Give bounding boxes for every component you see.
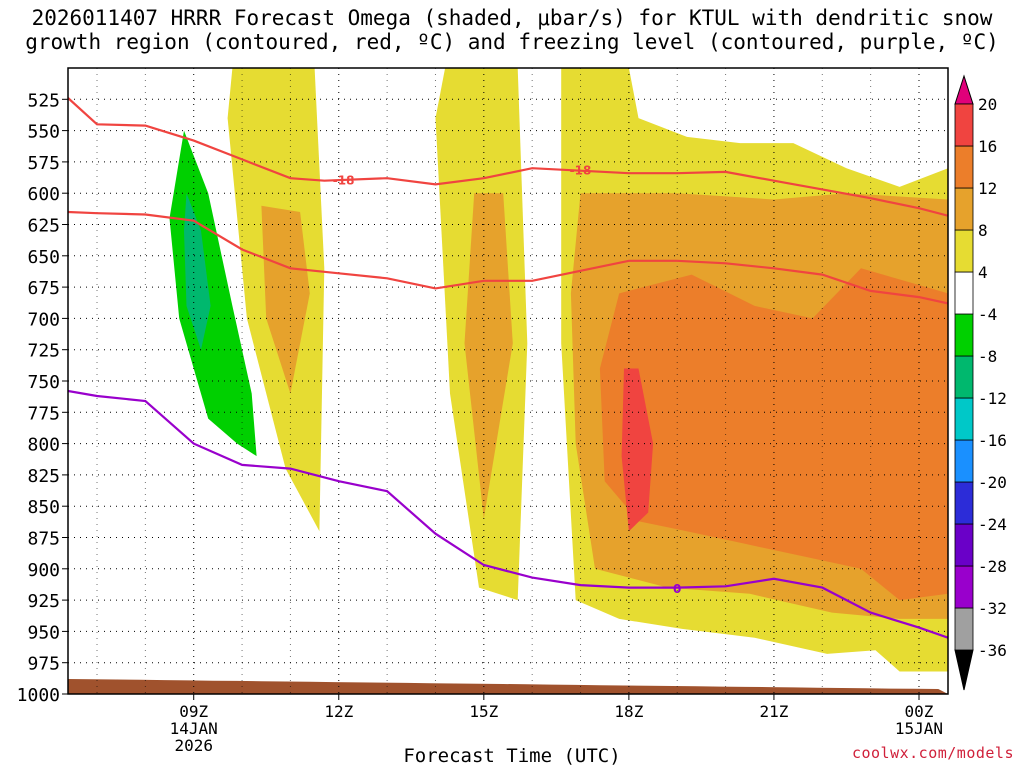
y-tick-label-18: 975 — [27, 654, 60, 675]
y-tick-label-2: 575 — [27, 153, 60, 174]
plot-area: -18 -18 0 — [68, 68, 948, 694]
y-tick-label-4: 625 — [27, 216, 60, 237]
colorbar-over-triangle — [955, 76, 973, 104]
colorbar-label-3: -24 — [978, 515, 1007, 534]
omega-chart: -18 -18 0 525 550 575 600 625 650 675 700 725 750 775… — [0, 0, 1024, 768]
colorbar-segment-8 — [955, 272, 973, 314]
y-tick-label-12: 825 — [27, 466, 60, 487]
colorbar-label-12: 16 — [978, 137, 997, 156]
y-tick-label-19: 1000 — [17, 685, 60, 706]
colorbar-label-8: -4 — [978, 305, 997, 324]
colorbar-label-2: -28 — [978, 557, 1007, 576]
colorbar-label-9: 4 — [978, 263, 988, 282]
y-tick-label-14: 875 — [27, 529, 60, 550]
y-tick-label-0: 525 — [27, 90, 60, 111]
y-tick-label-7: 700 — [27, 309, 60, 330]
colorbar-label-7: -8 — [978, 347, 997, 366]
colorbar-segment-9 — [955, 230, 973, 272]
y-tick-label-17: 950 — [27, 622, 60, 643]
credit-link[interactable]: coolwx.com/models — [852, 744, 1014, 762]
colorbar-segment-12 — [955, 104, 973, 146]
y-tick-label-13: 850 — [27, 497, 60, 518]
y-tick-label-16: 925 — [27, 591, 60, 612]
y-tick-label-9: 750 — [27, 372, 60, 393]
x-tick-label-4-0: 21Z — [759, 702, 788, 721]
colorbar-label-11: 12 — [978, 179, 997, 198]
colorbar-segment-6 — [955, 356, 973, 398]
x-tick-label-3-0: 18Z — [614, 702, 643, 721]
y-tick-label-5: 650 — [27, 247, 60, 268]
x-tick-label-2-0: 15Z — [469, 702, 498, 721]
colorbar-segment-5 — [955, 398, 973, 440]
colorbar-label-0: -36 — [978, 641, 1007, 660]
colorbar-label-13: 20 — [978, 95, 997, 114]
colorbar: -36 -32 -28 -24 -20 -16 -12 -8 -4 4 8 12 16 20 — [955, 76, 1007, 690]
colorbar-segment-2 — [955, 524, 973, 566]
colorbar-segment-3 — [955, 482, 973, 524]
colorbar-segment-0 — [955, 608, 973, 650]
y-tick-label-10: 775 — [27, 403, 60, 424]
y-tick-label-1: 550 — [27, 122, 60, 143]
y-tick-label-8: 725 — [27, 341, 60, 362]
colorbar-label-10: 8 — [978, 221, 988, 240]
colorbar-label-6: -12 — [978, 389, 1007, 408]
colorbar-label-1: -32 — [978, 599, 1007, 618]
y-tick-label-3: 600 — [27, 184, 60, 205]
colorbar-under-triangle — [955, 650, 973, 690]
colorbar-label-4: -20 — [978, 473, 1007, 492]
contour-label-0-0: -18 — [333, 174, 355, 188]
colorbar-segment-10 — [955, 188, 973, 230]
colorbar-segment-1 — [955, 566, 973, 608]
colorbar-segment-4 — [955, 440, 973, 482]
y-tick-label-6: 675 — [27, 278, 60, 299]
x-tick-label-1-0: 12Z — [324, 702, 353, 721]
colorbar-label-5: -16 — [978, 431, 1007, 450]
y-tick-label-11: 800 — [27, 435, 60, 456]
y-tick-label-15: 900 — [27, 560, 60, 581]
contour-label-2-0: 0 — [673, 582, 681, 596]
colorbar-segment-7 — [955, 314, 973, 356]
x-tick-label-5-1: 15JAN — [895, 719, 943, 738]
contour-label-0-1: -18 — [570, 164, 592, 178]
colorbar-segment-11 — [955, 146, 973, 188]
